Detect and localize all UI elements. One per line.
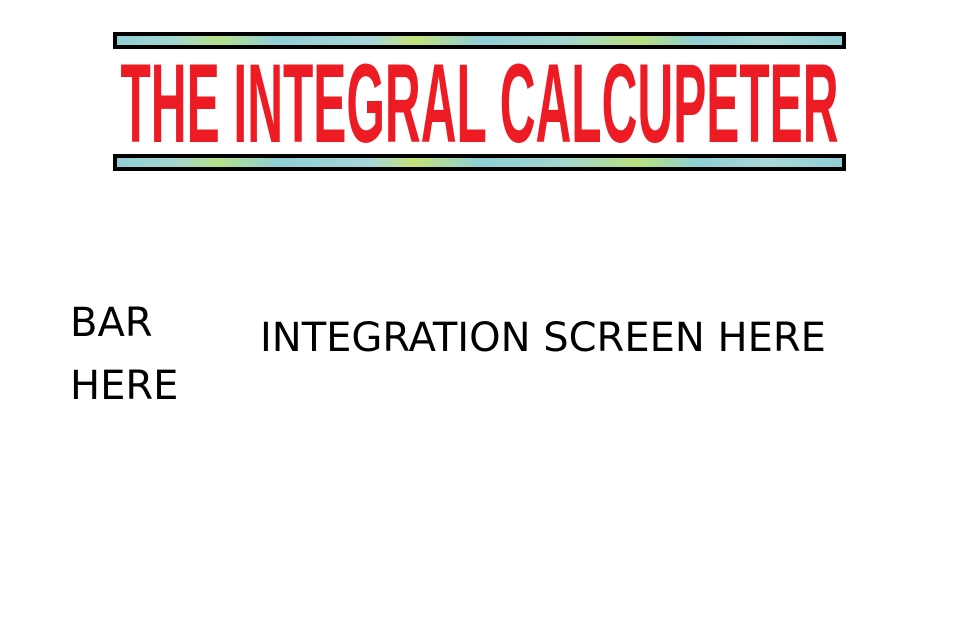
logo-title: THE INTEGRAL CALCUPETER: [113, 49, 846, 154]
logo-bottom-bar: [113, 154, 846, 171]
logo-title-svg: THE INTEGRAL CALCUPETER: [121, 49, 839, 154]
sidebar-placeholder: BAR HERE: [70, 292, 230, 418]
app-logo-banner: THE INTEGRAL CALCUPETER: [113, 32, 846, 171]
integration-screen-placeholder: INTEGRATION SCREEN HERE: [260, 315, 826, 361]
logo-top-bar: [113, 32, 846, 49]
logo-title-text: THE INTEGRAL CALCUPETER: [121, 49, 839, 154]
sidebar-placeholder-line2: HERE: [70, 363, 179, 409]
sidebar-placeholder-line1: BAR: [70, 300, 153, 346]
